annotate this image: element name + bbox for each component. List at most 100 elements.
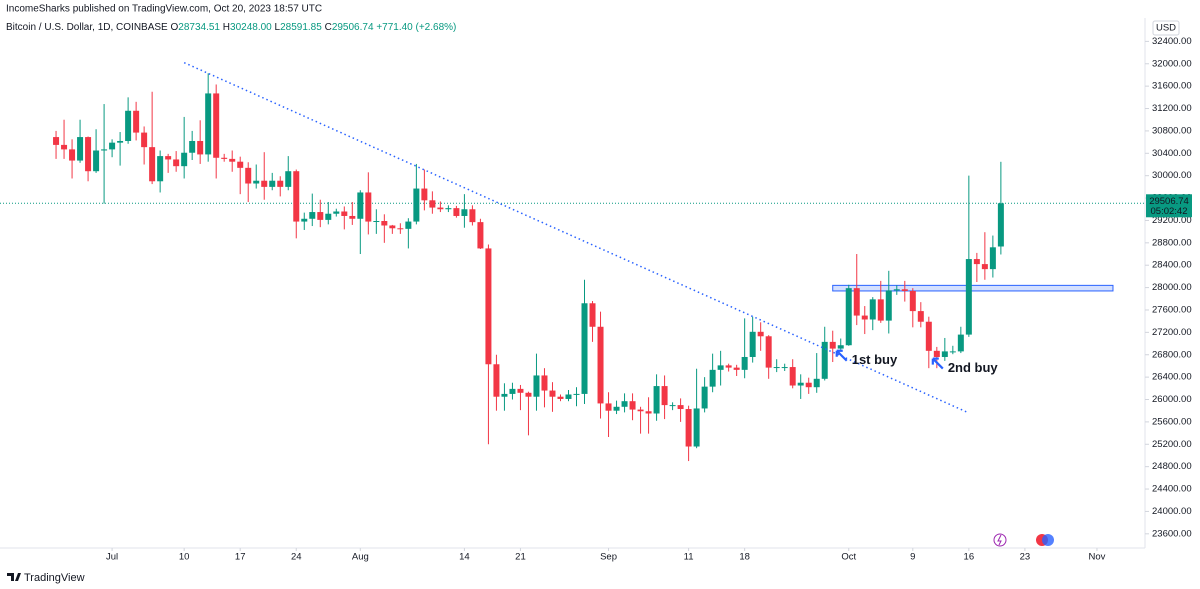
candle-body [733,367,740,370]
candle-body [861,315,868,320]
candle-body [941,351,948,357]
candle-body [93,150,100,172]
currency-box[interactable] [1152,20,1180,36]
candle-body [853,288,860,316]
candle-body [117,140,124,143]
currency: USD [1156,23,1176,34]
y-tick-label: 28800.00 [1152,237,1192,248]
candle-body [229,158,236,162]
candle-body [325,213,332,220]
arrow [931,357,944,370]
candle-body [805,382,812,388]
legend-value: 28591.85 [280,22,322,33]
x-tick-label: Nov [1089,552,1106,563]
y-tick-label: 24000.00 [1152,506,1192,517]
x-tick-label: 11 [684,552,694,563]
candle-body [309,212,316,219]
legend-value: 29506.74 [332,22,374,33]
candle-body [397,228,404,230]
candle-body [581,303,588,394]
candle-body [589,303,596,327]
candle-body [981,264,988,270]
candle-body [629,401,636,410]
candle-body [565,394,572,399]
candle-body [205,93,212,155]
y-tick-label: 27200.00 [1152,327,1192,338]
candle-body [973,259,980,265]
arrow [835,349,848,362]
candle-body [421,188,428,201]
legend-key: H [223,22,230,33]
x-tick-label: Sep [600,552,617,563]
x-tick-label: Jul [106,552,118,563]
candle-body [61,144,68,150]
candle-body [373,221,380,223]
candle-body [437,207,444,210]
candle-body [797,382,804,386]
legend-key: L [275,22,281,33]
candle-body [837,345,844,349]
y-tick-label: 29200.00 [1152,215,1192,226]
y-tick-label: 28400.00 [1152,260,1192,271]
candle-body [917,311,924,322]
candle-body [261,180,268,187]
flag-icon[interactable] [1042,534,1054,546]
candle-body [989,247,996,270]
candle-body [445,208,452,210]
candle-body [77,137,84,161]
legend-key: O [171,22,179,33]
y-tick-label: 27600.00 [1152,304,1192,315]
candle-body [341,211,348,216]
x-tick-label: Aug [352,552,369,563]
candle-body [181,152,188,167]
candle-body [597,326,604,404]
candle-body [101,149,108,151]
legend-value: 28734.51 [178,22,220,33]
candle-body [285,171,292,187]
candle-body [717,365,724,370]
candle-body [293,171,300,222]
candle-body [925,321,932,351]
candle-body [669,405,676,407]
candle-body [949,351,956,353]
y-tick-label: 26000.00 [1152,394,1192,405]
y-tick-label: 26800.00 [1152,349,1192,360]
candle-body [381,221,388,226]
annotation: 2nd buy [948,360,999,375]
x-tick-label: 17 [235,552,246,563]
candle-body [157,156,164,182]
candle-body [133,110,140,133]
event-icon-bolt [997,534,1002,546]
event-icon[interactable] [993,533,1007,547]
y-tick-label: 32400.00 [1152,36,1192,47]
candle-body [997,203,1004,247]
legend-key: C [325,22,332,33]
candle-body [709,369,716,387]
candle-body [405,221,412,229]
candle-body [893,289,900,291]
candle-body [69,149,76,161]
x-tick-label: 21 [515,552,526,563]
candle-body [869,299,876,320]
y-tick-label: 25600.00 [1152,416,1192,427]
price-tag-countdown: 05:02:42 [1151,206,1188,217]
candle-body [53,137,60,145]
candle-body [533,375,540,397]
candle-body [333,211,340,214]
candle-body [269,180,276,187]
candle-body [653,386,660,414]
logo-mark [7,573,21,581]
candle-body [501,393,508,397]
candle-body [645,411,652,414]
candle-body [173,159,180,167]
candle-body [845,288,852,346]
x-tick-label: 9 [910,552,915,563]
candle-body [85,137,92,172]
symbol: Bitcoin / U.S. Dollar, 1D, COINBASE [6,22,168,33]
candle-body [485,248,492,365]
candle-body [301,218,308,222]
candle-body [957,334,964,352]
zone [832,284,1114,292]
x-tick-label: 10 [179,552,190,563]
candle-body [557,396,564,399]
